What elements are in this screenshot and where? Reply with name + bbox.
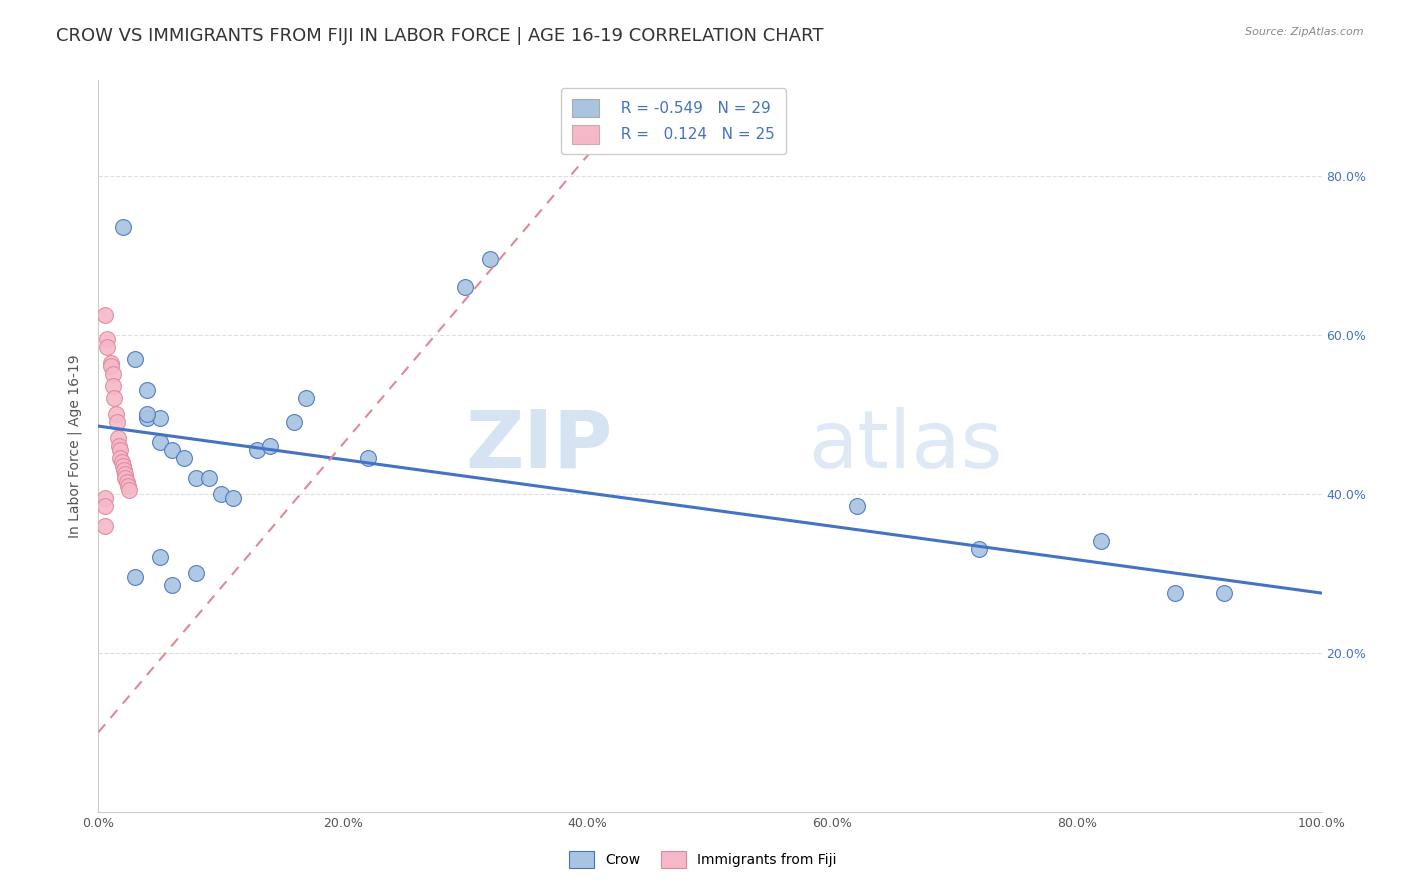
Point xyxy=(136,384,159,398)
Point xyxy=(117,479,139,493)
Point xyxy=(111,458,134,473)
Point xyxy=(149,435,172,450)
Point xyxy=(93,518,115,533)
Point xyxy=(295,392,318,406)
Point xyxy=(118,483,141,497)
Legend: Crow, Immigrants from Fiji: Crow, Immigrants from Fiji xyxy=(561,843,845,876)
Point xyxy=(111,455,134,469)
Point xyxy=(136,407,159,421)
Point xyxy=(283,415,305,429)
Point xyxy=(115,475,138,489)
Point xyxy=(114,471,136,485)
Point xyxy=(222,491,245,505)
Point xyxy=(124,570,146,584)
Point xyxy=(101,379,124,393)
Point xyxy=(259,439,281,453)
Point xyxy=(108,439,131,453)
Point xyxy=(111,220,134,235)
Point xyxy=(149,550,172,565)
Point xyxy=(112,463,135,477)
Point xyxy=(246,442,269,457)
Point xyxy=(1212,586,1234,600)
Text: atlas: atlas xyxy=(808,407,1002,485)
Point xyxy=(93,491,115,505)
Point xyxy=(100,355,122,369)
Point xyxy=(100,359,122,374)
Text: ZIP: ZIP xyxy=(465,407,612,485)
Point xyxy=(93,308,115,322)
Point xyxy=(96,340,118,354)
Y-axis label: In Labor Force | Age 16-19: In Labor Force | Age 16-19 xyxy=(67,354,83,538)
Point xyxy=(114,467,136,481)
Point xyxy=(160,442,183,457)
Point xyxy=(173,450,195,465)
Point xyxy=(186,471,208,485)
Point xyxy=(149,411,172,425)
Point xyxy=(107,431,129,445)
Point xyxy=(967,542,990,557)
Point xyxy=(209,486,232,500)
Legend:   R = -0.549   N = 29,   R =   0.124   N = 25: R = -0.549 N = 29, R = 0.124 N = 25 xyxy=(561,88,786,154)
Point xyxy=(110,442,132,457)
Point xyxy=(478,252,501,267)
Point xyxy=(101,368,124,382)
Point xyxy=(1090,534,1112,549)
Text: CROW VS IMMIGRANTS FROM FIJI IN LABOR FORCE | AGE 16-19 CORRELATION CHART: CROW VS IMMIGRANTS FROM FIJI IN LABOR FO… xyxy=(56,27,824,45)
Text: Source: ZipAtlas.com: Source: ZipAtlas.com xyxy=(1246,27,1364,37)
Point xyxy=(124,351,146,366)
Point xyxy=(160,578,183,592)
Point xyxy=(197,471,219,485)
Point xyxy=(136,411,159,425)
Point xyxy=(845,499,868,513)
Point xyxy=(454,280,477,294)
Point xyxy=(105,415,128,429)
Point xyxy=(1164,586,1187,600)
Point xyxy=(186,566,208,581)
Point xyxy=(103,392,125,406)
Point xyxy=(104,407,127,421)
Point xyxy=(356,450,378,465)
Point xyxy=(93,499,115,513)
Point xyxy=(110,450,132,465)
Point xyxy=(96,332,118,346)
